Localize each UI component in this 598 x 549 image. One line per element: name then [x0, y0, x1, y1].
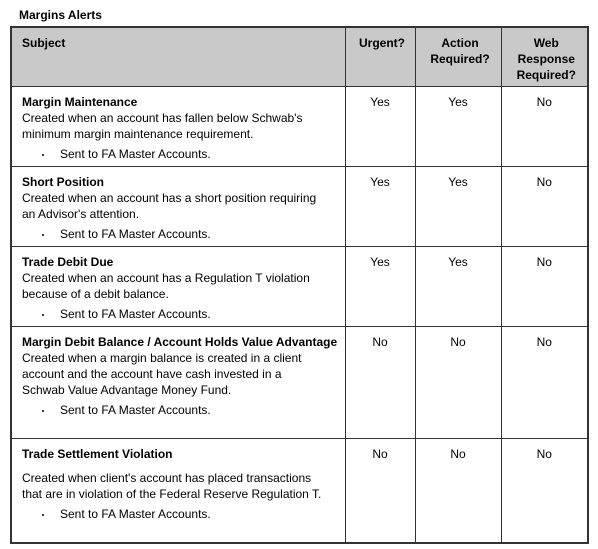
urgent-cell: Yes: [344, 246, 416, 327]
column-header: Subject: [10, 26, 346, 87]
column-header: Web Response Required?: [500, 26, 589, 87]
section-title: Margins Alerts: [19, 8, 102, 22]
alert-note: Sent to FA Master Accounts.: [22, 226, 339, 242]
table-row: Trade Debit Due Created when an account h…: [10, 246, 589, 327]
action-cell: No: [414, 326, 502, 439]
alert-note: Sent to FA Master Accounts.: [22, 306, 339, 322]
table-row: Margin Debit Balance / Account Holds Val…: [10, 326, 589, 439]
alert-note: Sent to FA Master Accounts.: [22, 146, 339, 162]
web-cell: No: [500, 86, 589, 167]
action-cell: Yes: [414, 246, 502, 327]
alert-description: Created when an account has a short posi…: [22, 191, 317, 221]
alert-description: Created when an account has fallen below…: [22, 111, 303, 141]
web-cell: No: [500, 438, 589, 543]
header-row: Subject Urgent? Action Required? Web Res…: [10, 26, 589, 87]
subject-cell: Margin Debit Balance / Account Holds Val…: [10, 326, 346, 439]
subject-cell: Short Position Created when an account ha…: [10, 166, 346, 247]
alert-title: Margin Maintenance: [22, 95, 138, 109]
alert-title: Trade Debit Due: [22, 255, 114, 269]
subject-cell: Margin Maintenance Created when an accoun…: [10, 86, 346, 167]
web-cell: No: [500, 166, 589, 247]
urgent-cell: No: [344, 326, 416, 439]
alert-description: Created when client's account has placed…: [22, 471, 322, 501]
alerts-table: Subject Urgent? Action Required? Web Res…: [10, 26, 589, 544]
table-row: Margin Maintenance Created when an accoun…: [10, 86, 589, 167]
alert-description: Created when an account has a Regulation…: [22, 271, 310, 301]
web-cell: No: [500, 326, 589, 439]
alert-title: Short Position: [22, 175, 104, 189]
alert-title: Trade Settlement Violation: [22, 447, 173, 461]
urgent-cell: No: [344, 438, 416, 543]
urgent-cell: Yes: [344, 86, 416, 167]
column-header: Action Required?: [414, 26, 502, 87]
subject-cell: Trade Debit Due Created when an account h…: [10, 246, 346, 327]
table-row: Trade Settlement Violation Created when c…: [10, 438, 589, 543]
action-cell: Yes: [414, 86, 502, 167]
alert-note: Sent to FA Master Accounts.: [22, 506, 339, 522]
action-cell: No: [414, 438, 502, 543]
alert-title: Margin Debit Balance / Account Holds Val…: [22, 335, 338, 349]
table-row: Short Position Created when an account ha…: [10, 166, 589, 247]
alert-note: Sent to FA Master Accounts.: [22, 402, 339, 418]
urgent-cell: Yes: [344, 166, 416, 247]
web-cell: No: [500, 246, 589, 327]
alert-description: Created when a margin balance is created…: [22, 351, 302, 397]
subject-cell: Trade Settlement Violation Created when c…: [10, 438, 346, 543]
action-cell: Yes: [414, 166, 502, 247]
column-header: Urgent?: [344, 26, 416, 87]
